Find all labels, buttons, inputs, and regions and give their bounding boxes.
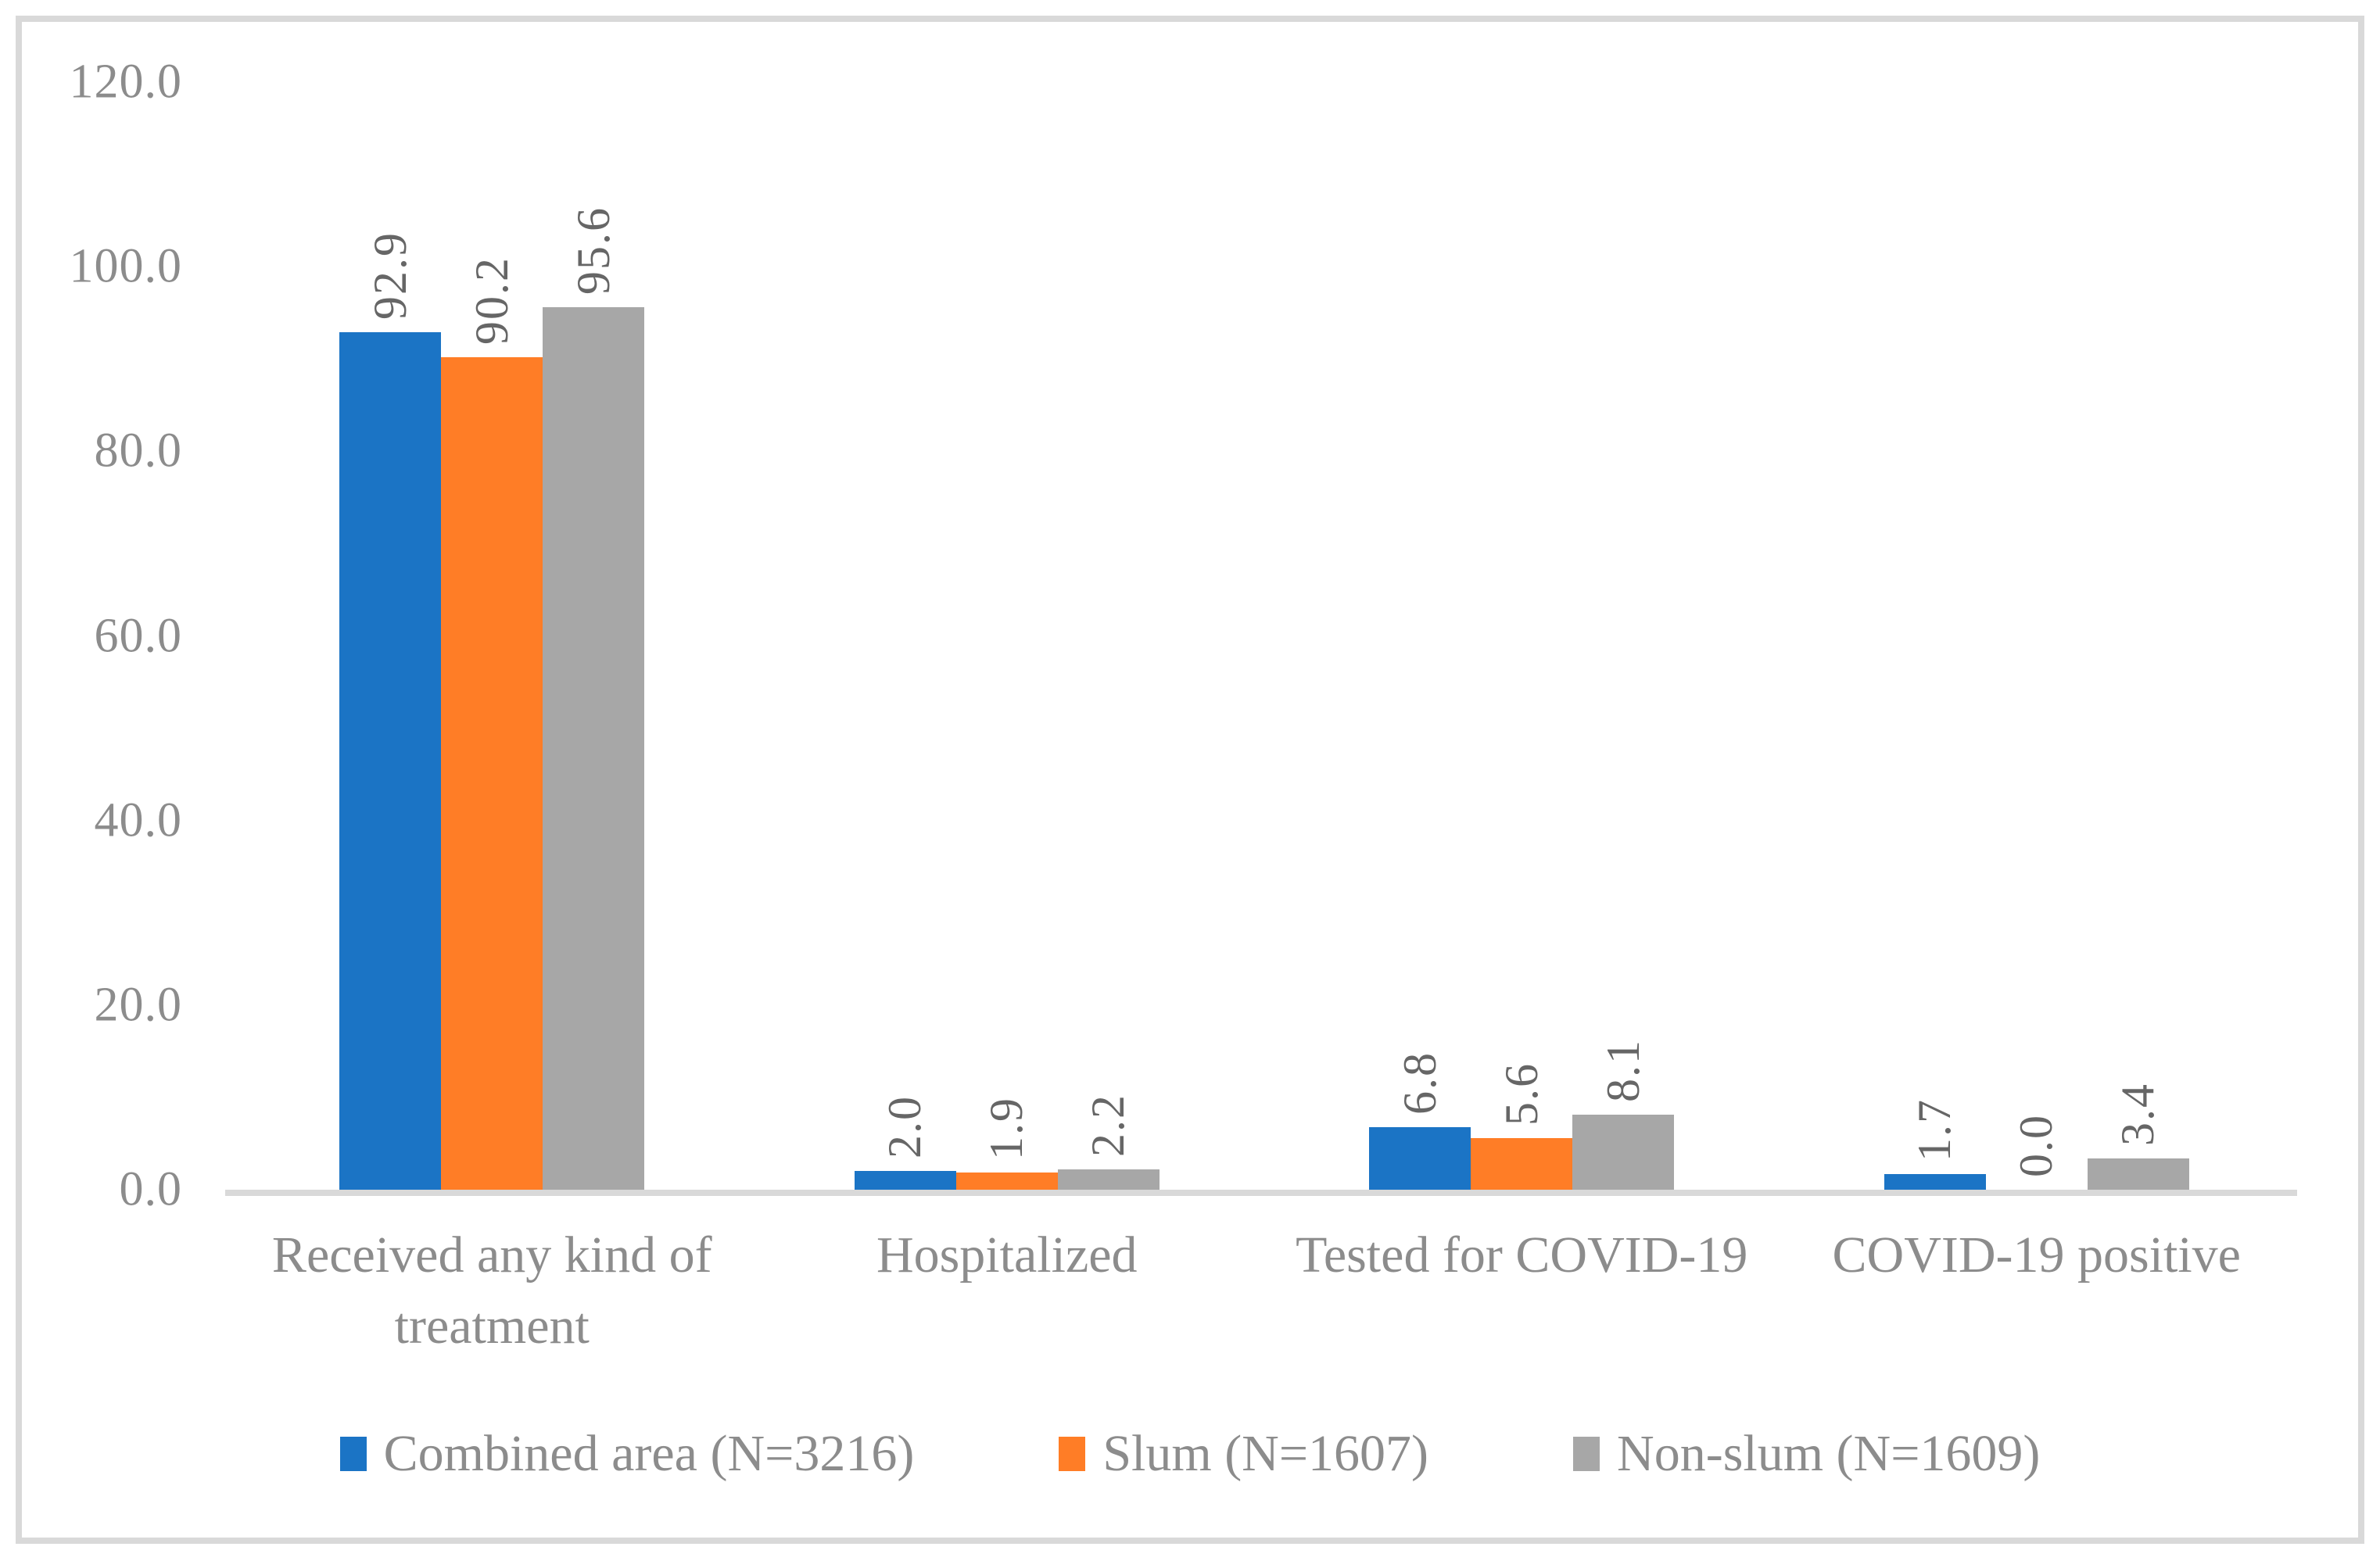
- bar: [339, 332, 442, 1190]
- y-axis-tick-label: 100.0: [69, 239, 182, 293]
- bar-slot: 95.6: [543, 206, 645, 1190]
- bar-value-label: 2.2: [1082, 1094, 1134, 1158]
- legend-item: Combined area (N=3216): [339, 1424, 915, 1484]
- bar: [955, 1172, 1058, 1190]
- x-category-label: COVID-19 positive: [1832, 1226, 2241, 1284]
- bar-slot: 2.2: [1057, 1094, 1160, 1190]
- bar: [854, 1171, 956, 1190]
- legend-item: Non-slum (N=1609): [1573, 1424, 2040, 1484]
- legend-swatch: [339, 1437, 367, 1471]
- bar-value-label: 8.1: [1597, 1039, 1649, 1103]
- category-group: 1.7 0.0 3.4: [1780, 82, 2295, 1190]
- bar-slot: 2.0: [854, 1095, 956, 1190]
- legend-item: Slum (N=1607): [1059, 1424, 1428, 1484]
- bar-value-label: 90.2: [465, 256, 518, 345]
- bar: [1369, 1126, 1471, 1190]
- y-axis: 0.0 20.0 40.0 60.0 80.0 100.0 120.0: [0, 0, 182, 1561]
- legend-label: Combined area (N=3216): [383, 1425, 915, 1482]
- y-axis-tick-label: 20.0: [94, 978, 182, 1032]
- bar: [1572, 1115, 1675, 1190]
- x-category-label: Hospitalized: [876, 1226, 1138, 1284]
- bar: [2087, 1158, 2189, 1190]
- bar: [543, 307, 645, 1190]
- bar-value-label: 3.4: [2112, 1082, 2164, 1146]
- legend-label: Non-slum (N=1609): [1617, 1425, 2041, 1482]
- bar-slot: 3.4: [2087, 1082, 2189, 1190]
- bar: [1057, 1169, 1160, 1190]
- category-group: 92.9 90.2 95.6: [235, 82, 750, 1190]
- y-axis-tick-label: 40.0: [94, 793, 182, 847]
- legend: Combined area (N=3216) Slum (N=1607) Non-s…: [0, 1424, 2380, 1484]
- bar-value-label: 0.0: [2010, 1114, 2063, 1177]
- x-category-label: Received any kind of treatment: [271, 1226, 712, 1355]
- bar: [1884, 1173, 1986, 1190]
- bar-slot: 6.8: [1369, 1051, 1471, 1190]
- bar-slot: 1.7: [1884, 1098, 1986, 1190]
- y-axis-tick-label: 60.0: [94, 609, 182, 662]
- bar-slot: 90.2: [441, 256, 543, 1190]
- category-group: 6.8 5.6 8.1: [1264, 82, 1780, 1190]
- bar-value-label: 6.8: [1393, 1051, 1446, 1115]
- y-axis-tick-label: 0.0: [119, 1162, 182, 1216]
- bar: [1471, 1137, 1573, 1190]
- legend-swatch: [1573, 1437, 1600, 1471]
- bar-slot: 5.6: [1471, 1062, 1573, 1190]
- bar-value-label: 95.6: [567, 206, 619, 295]
- legend-swatch: [1059, 1437, 1086, 1471]
- plot-area: 92.9 90.2 95.6 2.0 1.9 2.2 6.8 5.6 8.1 1.7 0.0 3.4: [235, 82, 2294, 1190]
- bar-value-label: 92.9: [364, 231, 416, 320]
- y-axis-tick-label: 120.0: [69, 55, 182, 109]
- category-group: 2.0 1.9 2.2: [750, 82, 1265, 1190]
- x-category-label: Tested for COVID-19: [1296, 1226, 1748, 1284]
- bar-value-label: 2.0: [879, 1095, 931, 1159]
- bar-value-label: 1.7: [1909, 1097, 1961, 1162]
- x-axis-labels: Received any kind of treatment Hospitaliz…: [235, 1219, 2294, 1362]
- bar-value-label: 1.9: [980, 1096, 1033, 1160]
- bar-value-label: 5.6: [1495, 1062, 1547, 1126]
- bar-slot: 1.9: [955, 1096, 1058, 1190]
- legend-label: Slum (N=1607): [1102, 1425, 1429, 1482]
- x-axis-line: [225, 1190, 2297, 1196]
- bar: [441, 356, 543, 1190]
- bar-slot: 0.0: [1986, 1114, 2088, 1190]
- bar-slot: 92.9: [339, 231, 442, 1190]
- bar-slot: 8.1: [1572, 1039, 1675, 1190]
- y-axis-tick-label: 80.0: [94, 424, 182, 478]
